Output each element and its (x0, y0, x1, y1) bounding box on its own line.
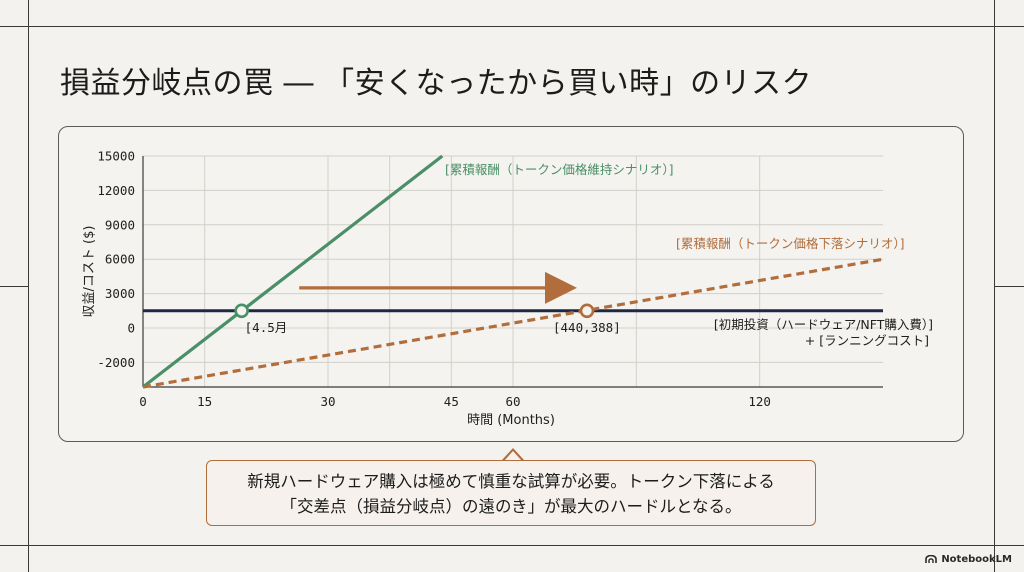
series-line-price-maintained (142, 154, 444, 389)
frame-bottom-line (0, 545, 1024, 546)
chart: 15000 12000 9000 6000 3000 0 -2000 0 15 30 45 60 120… (82, 149, 933, 429)
intersection-marker-2 (579, 303, 595, 319)
series-label-price-maintained: [累積報酬（トークン価格維持シナリオ）] (445, 162, 674, 177)
callout-line-2: 「交差点（損益分岐点）の遠のき」が最大のハードルとなる。 (280, 497, 742, 516)
x-tick-label: 0 (139, 394, 147, 409)
series-label-price-declined: [累積報酬（トークン価格下落シナリオ）] (676, 236, 905, 251)
y-axis-title: 収益/コスト ($) (82, 226, 97, 318)
brand-name: NotebookLM (941, 554, 1012, 565)
x-tick-label: 30 (320, 394, 335, 409)
y-tick-label: 12000 (97, 183, 135, 198)
x-tick-label: 15 (197, 394, 212, 409)
x-tick-label: 120 (748, 394, 771, 409)
y-tick-label: -2000 (97, 355, 135, 370)
intersection-label-1: [4.5月 (245, 320, 288, 335)
frame-top-line (0, 26, 1024, 27)
intersection-marker-1 (234, 303, 249, 319)
callout-line-1: 新規ハードウェア購入は極めて慎重な試算が必要。トークン下落による (247, 472, 775, 491)
baseline-label-line-1: [初期投資（ハードウェア/NFT購入費）] (714, 317, 933, 332)
x-axis-title: 時間 (Months) (467, 413, 555, 428)
frame-left-tick (0, 286, 28, 287)
callout-box: 新規ハードウェア購入は極めて慎重な試算が必要。トークン下落による 「交差点（損益… (206, 460, 816, 526)
brand-badge: NotebookLM (925, 554, 1012, 565)
x-tick-label: 45 (444, 394, 459, 409)
x-tick-label: 60 (505, 394, 520, 409)
page-title: 損益分岐点の罠 ― 「安くなったから買い時」のリスク (60, 66, 813, 101)
callout-pointer-inner (504, 451, 522, 461)
notebooklm-logo-icon (925, 555, 938, 563)
intersection-label-2: [440,388] (553, 320, 621, 335)
frame-left-line (28, 0, 29, 572)
chart-card: 15000 12000 9000 6000 3000 0 -2000 0 15 30 45 60 120… (58, 126, 964, 442)
y-tick-label: 9000 (105, 217, 135, 232)
y-tick-label: 6000 (105, 252, 135, 267)
y-tick-label: 3000 (105, 286, 135, 301)
frame-right-tick (994, 286, 1024, 287)
baseline-label-line-2: + [ランニングコスト] (805, 333, 929, 348)
y-tick-label: 15000 (97, 149, 135, 164)
y-tick-label: 0 (127, 321, 135, 336)
series-line-price-declined (142, 257, 884, 389)
